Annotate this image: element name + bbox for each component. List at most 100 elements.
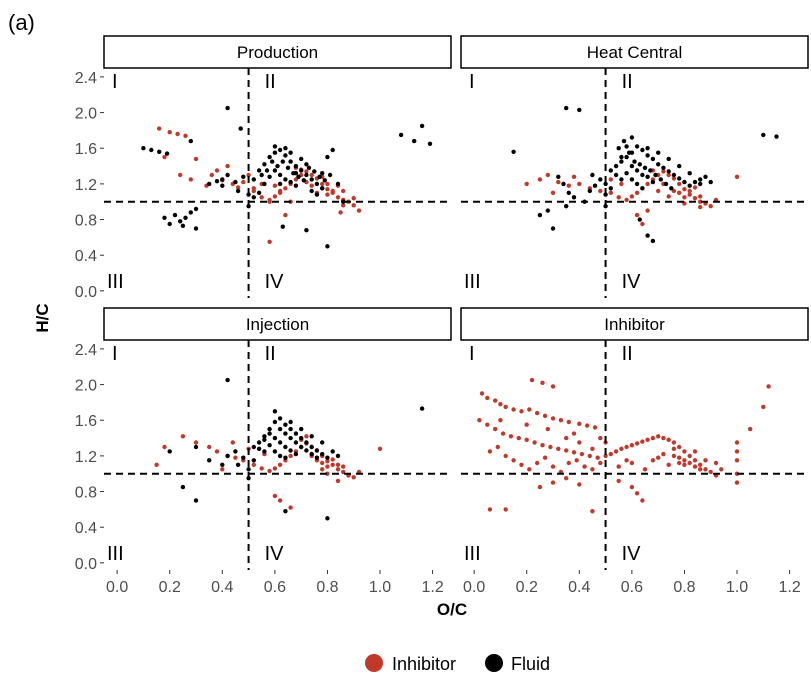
data-point — [537, 484, 543, 490]
data-point — [335, 181, 341, 187]
data-point — [330, 449, 335, 454]
data-point — [503, 453, 508, 459]
data-point — [427, 141, 433, 146]
data-point — [687, 188, 692, 194]
data-point — [487, 507, 493, 512]
data-point — [209, 172, 214, 178]
y-tick-label: 2.0 — [75, 378, 97, 395]
data-point — [293, 183, 299, 188]
data-point — [637, 162, 642, 167]
data-point — [256, 168, 262, 173]
data-point — [687, 453, 692, 459]
data-point — [162, 444, 167, 450]
data-point — [650, 156, 656, 162]
data-point — [272, 144, 278, 149]
quadrant-label: IV — [622, 271, 642, 293]
data-point — [634, 168, 640, 173]
data-point — [157, 149, 162, 154]
facet-strip — [460, 307, 809, 341]
data-point — [645, 233, 650, 238]
data-point — [571, 174, 577, 179]
data-point — [241, 174, 246, 179]
data-point — [634, 441, 640, 446]
data-point — [309, 451, 314, 457]
data-point — [330, 147, 335, 153]
data-point — [267, 199, 272, 204]
data-point — [608, 190, 613, 195]
data-point — [619, 446, 624, 451]
data-point — [537, 177, 543, 182]
data-point — [637, 217, 642, 222]
data-point — [272, 449, 278, 454]
data-point — [301, 178, 306, 183]
x-tick-label: 0.4 — [211, 579, 233, 596]
data-point — [167, 449, 172, 454]
data-point — [645, 174, 650, 179]
data-point — [687, 171, 692, 176]
data-point — [698, 181, 703, 187]
data-point — [233, 179, 238, 185]
data-point — [341, 464, 346, 469]
data-point — [214, 179, 220, 184]
data-point — [564, 204, 569, 209]
data-point — [500, 431, 506, 436]
data-point — [645, 146, 650, 151]
data-point — [524, 437, 529, 442]
data-point — [272, 168, 278, 173]
data-point — [267, 239, 272, 244]
data-point — [627, 150, 632, 155]
facet-title: Inhibitor — [604, 315, 665, 334]
data-point — [235, 462, 241, 467]
data-point — [545, 172, 550, 178]
data-point — [262, 449, 267, 454]
data-point — [309, 444, 314, 450]
quadrant-label: III — [107, 271, 124, 293]
data-point — [277, 453, 283, 459]
data-point — [556, 446, 561, 451]
data-point — [188, 138, 193, 144]
data-point — [193, 498, 199, 503]
data-point — [327, 172, 333, 178]
data-point — [682, 187, 687, 192]
data-point — [267, 431, 272, 436]
data-point — [259, 172, 264, 178]
data-point — [564, 435, 569, 441]
data-point — [585, 423, 590, 428]
data-point — [304, 169, 309, 174]
data-point — [320, 440, 325, 445]
data-point — [748, 426, 753, 432]
data-point — [613, 163, 619, 169]
data-point — [566, 183, 571, 188]
data-point — [587, 188, 592, 194]
data-point — [325, 181, 330, 187]
data-point — [561, 181, 566, 187]
data-point — [272, 194, 278, 199]
data-point — [666, 462, 671, 467]
data-point — [624, 458, 629, 463]
data-point — [493, 398, 498, 403]
data-point — [582, 464, 587, 469]
data-point — [485, 395, 490, 401]
data-point — [687, 460, 692, 466]
data-point — [577, 482, 582, 487]
data-point — [272, 493, 278, 499]
data-point — [322, 178, 327, 183]
data-point — [304, 440, 309, 445]
data-point — [682, 179, 687, 185]
data-point — [498, 418, 503, 423]
x-tick-label: 0.4 — [568, 579, 590, 596]
data-point — [325, 464, 330, 469]
data-point — [341, 188, 346, 194]
data-point — [325, 154, 330, 160]
data-point — [545, 208, 550, 213]
data-point — [178, 172, 183, 178]
data-point — [550, 226, 556, 231]
data-point — [272, 183, 278, 188]
data-point — [312, 169, 317, 174]
data-point — [325, 187, 330, 192]
data-point — [645, 153, 650, 158]
data-point — [598, 460, 603, 466]
data-point — [235, 188, 241, 194]
data-point — [661, 435, 666, 441]
